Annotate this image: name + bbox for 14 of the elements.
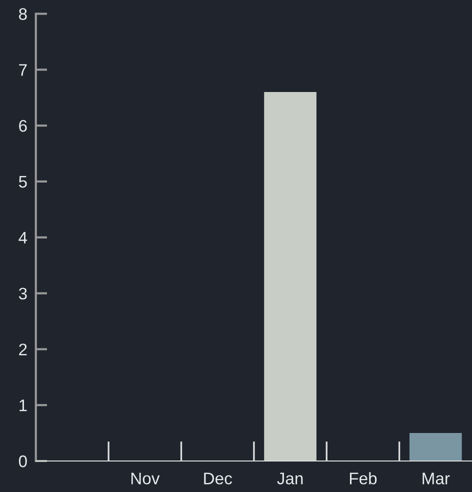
- y-tick-label: 8: [18, 8, 27, 20]
- y-tick-label: 4: [18, 232, 28, 244]
- y-tick-label: 3: [18, 288, 27, 300]
- y-tick-label: 1: [20, 400, 27, 412]
- x-tick-label: Nov: [131, 472, 160, 484]
- y-tick-label: 0: [18, 455, 27, 468]
- x-tick-label: Mar: [422, 472, 450, 484]
- x-tick-label: Feb: [350, 472, 377, 484]
- y-tick-label: 7: [19, 64, 27, 76]
- y-tick-label: 2: [19, 344, 27, 356]
- x-tick-label: Jan: [277, 472, 303, 484]
- x-tick-label: Dec: [204, 472, 232, 484]
- y-tick-label: 5: [18, 176, 27, 188]
- y-tick-label: 6: [19, 120, 27, 132]
